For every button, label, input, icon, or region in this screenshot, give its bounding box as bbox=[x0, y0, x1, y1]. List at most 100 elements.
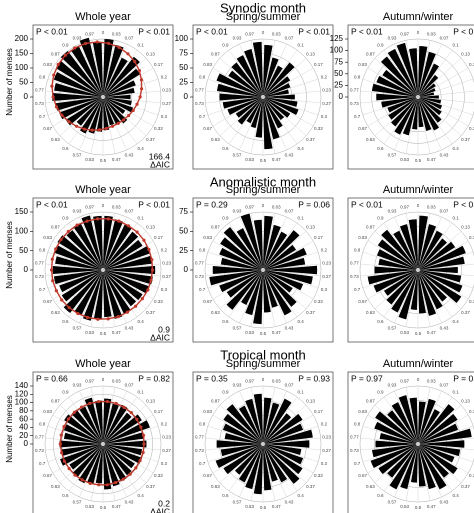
spoke bbox=[79, 269, 104, 324]
p-value: P < 0.01 bbox=[453, 26, 474, 36]
bar bbox=[104, 87, 135, 97]
bar bbox=[103, 271, 112, 318]
spoke bbox=[219, 58, 264, 98]
angle-label: 0.53 bbox=[245, 157, 254, 162]
bar bbox=[104, 420, 150, 444]
spoke bbox=[360, 443, 419, 451]
fit-point bbox=[134, 466, 138, 470]
bar bbox=[238, 445, 263, 483]
angle-label: 0.93 bbox=[233, 36, 242, 41]
bar bbox=[93, 215, 103, 269]
bar bbox=[419, 444, 461, 457]
bar bbox=[396, 42, 418, 96]
panel-title: Autumn/winter bbox=[383, 11, 454, 23]
angle-label: 0 bbox=[262, 203, 265, 208]
bar bbox=[393, 230, 418, 269]
angle-label: 0.93 bbox=[233, 209, 242, 214]
bar bbox=[222, 423, 262, 444]
fit-point bbox=[106, 317, 110, 321]
y-tick-label: 25 bbox=[334, 81, 343, 90]
angle-label: 0.7 bbox=[39, 461, 46, 466]
angle-label: 0.47 bbox=[112, 157, 121, 162]
bar bbox=[418, 63, 440, 96]
angle-label: 0.63 bbox=[211, 137, 220, 142]
angle-label: 0.87 bbox=[51, 398, 60, 403]
spoke bbox=[367, 240, 419, 271]
fit-point bbox=[82, 127, 87, 131]
bar bbox=[237, 98, 262, 125]
angle-label: 0.1 bbox=[297, 389, 304, 394]
fit-point bbox=[133, 60, 137, 64]
angle-label: 0.57 bbox=[73, 500, 82, 505]
bar bbox=[52, 92, 102, 102]
angle-label: 0.97 bbox=[400, 32, 409, 37]
angle-label: 0.2 bbox=[161, 247, 168, 252]
fit-point bbox=[96, 217, 100, 221]
bar bbox=[381, 229, 417, 269]
fit-point bbox=[75, 223, 79, 227]
angle-label: 0.97 bbox=[400, 205, 409, 210]
bar bbox=[264, 265, 318, 275]
spoke bbox=[262, 443, 287, 498]
bar bbox=[79, 37, 103, 96]
spoke bbox=[205, 443, 264, 451]
angle-label: 0.77 bbox=[35, 260, 44, 265]
spoke bbox=[102, 405, 147, 445]
angle-label: 0.07 bbox=[125, 383, 134, 388]
angle-label: 0.33 bbox=[314, 126, 323, 131]
spoke bbox=[417, 443, 469, 474]
spoke bbox=[262, 96, 298, 145]
bar bbox=[418, 409, 440, 443]
angle-label: 0.77 bbox=[35, 87, 44, 92]
spoke bbox=[417, 269, 474, 277]
spoke bbox=[417, 443, 462, 483]
angle-label: 0.03 bbox=[272, 379, 281, 384]
angle-label: 0.63 bbox=[51, 310, 60, 315]
fit-point bbox=[58, 442, 62, 446]
y-axis-label: Number of menses bbox=[5, 48, 14, 116]
spoke bbox=[417, 90, 474, 98]
spoke bbox=[417, 58, 462, 98]
bar bbox=[418, 98, 432, 131]
fit-point bbox=[54, 105, 59, 109]
angle-label: 0.47 bbox=[272, 157, 281, 162]
fit-point bbox=[50, 257, 54, 261]
angle-label: 0.6 bbox=[62, 493, 69, 498]
bar bbox=[95, 445, 103, 484]
fit-point bbox=[97, 128, 102, 132]
bar bbox=[263, 224, 281, 269]
angle-label: 0.6 bbox=[377, 493, 384, 498]
bar bbox=[63, 424, 102, 444]
bar bbox=[376, 93, 417, 101]
bar bbox=[388, 98, 417, 120]
fit-point bbox=[125, 310, 129, 314]
angle-label: 0.57 bbox=[388, 153, 397, 158]
fit-point bbox=[117, 219, 121, 223]
angle-label: 0.7 bbox=[39, 114, 46, 119]
bar bbox=[412, 98, 418, 130]
bar bbox=[245, 271, 263, 316]
bar bbox=[382, 69, 417, 96]
angle-label: 0.37 bbox=[146, 484, 155, 489]
spoke bbox=[102, 96, 127, 151]
fit-point bbox=[73, 46, 77, 50]
spoke bbox=[262, 405, 307, 445]
angle-label: 0.43 bbox=[440, 500, 449, 505]
angle-label: 0.23 bbox=[162, 434, 171, 439]
fit-point bbox=[96, 317, 100, 321]
p-value: P = 0.93 bbox=[298, 373, 330, 383]
spoke bbox=[362, 425, 419, 445]
bar bbox=[418, 445, 426, 487]
bar bbox=[410, 271, 418, 310]
bar bbox=[219, 270, 262, 293]
spoke bbox=[417, 96, 442, 151]
spoke bbox=[262, 231, 307, 271]
bar bbox=[264, 423, 304, 444]
y-tick-label: 75 bbox=[179, 207, 188, 216]
spoke bbox=[205, 263, 264, 271]
bar bbox=[374, 266, 417, 274]
p-value: P = 0.06 bbox=[298, 199, 330, 209]
y-tick-label: 50 bbox=[179, 226, 188, 235]
angle-label: 0.87 bbox=[211, 398, 220, 403]
bar bbox=[88, 98, 103, 134]
